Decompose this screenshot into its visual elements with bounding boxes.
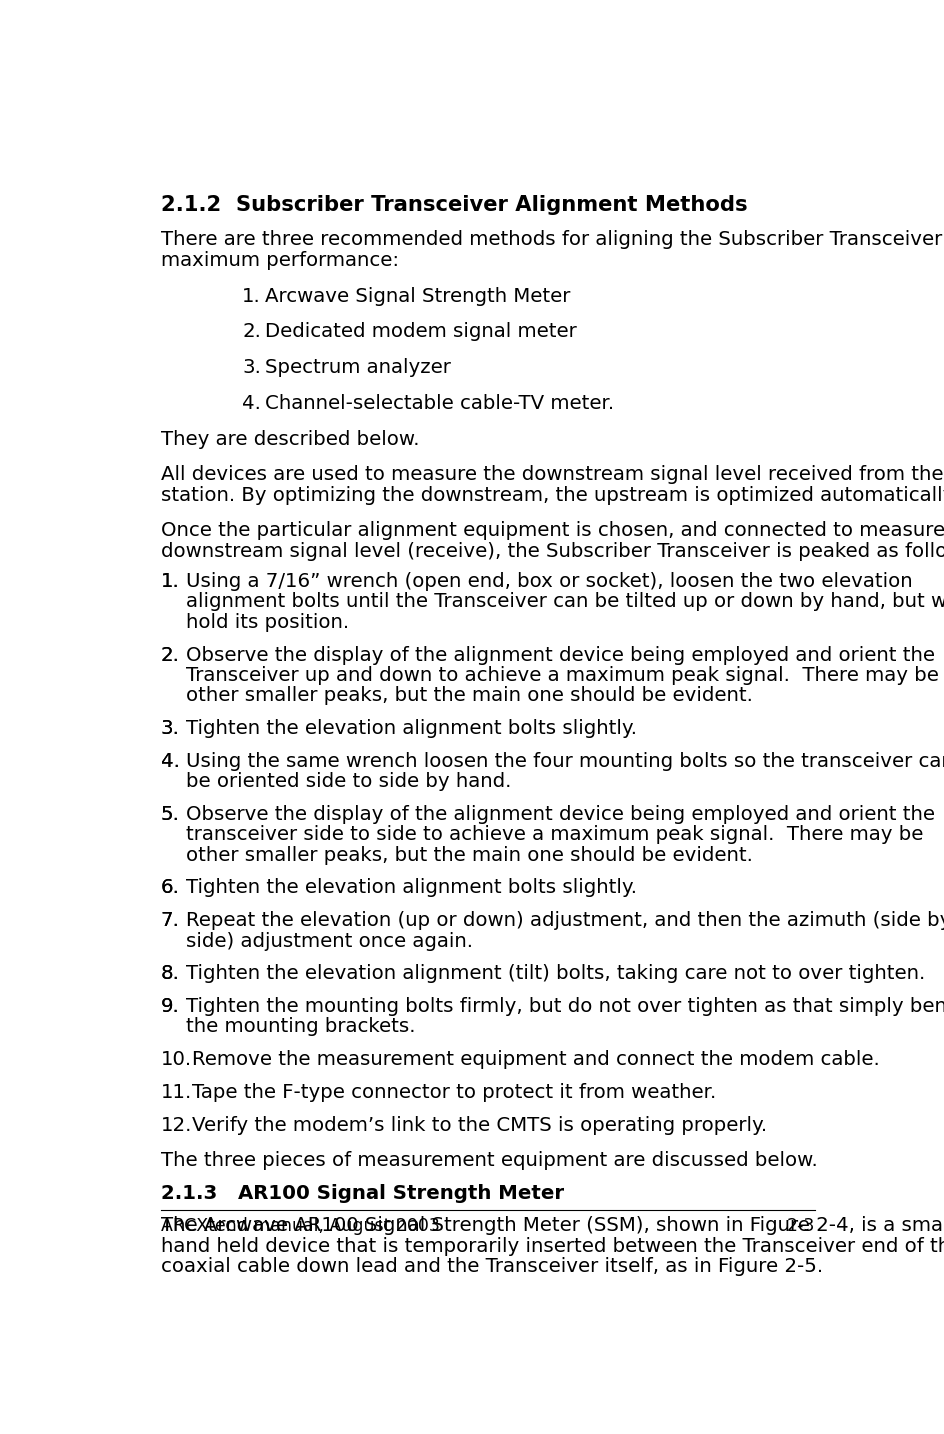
Text: 2.1.2  Subscriber Transceiver Alignment Methods: 2.1.2 Subscriber Transceiver Alignment M… [160,195,748,215]
Text: 10.: 10. [160,1050,192,1070]
Text: 2.1.3   AR100 Signal Strength Meter: 2.1.3 AR100 Signal Strength Meter [160,1184,564,1203]
Text: 4.: 4. [160,751,179,771]
Text: 3.: 3. [160,718,179,739]
Text: Dedicated modem signal meter: Dedicated modem signal meter [265,323,577,341]
Text: 2.: 2. [242,323,261,341]
Text: other smaller peaks, but the main one should be evident.: other smaller peaks, but the main one sh… [186,846,753,865]
Text: The three pieces of measurement equipment are discussed below.: The three pieces of measurement equipmen… [160,1152,818,1170]
Text: 12.: 12. [160,1116,192,1134]
Text: transceiver side to side to achieve a maximum peak signal.  There may be: transceiver side to side to achieve a ma… [186,826,923,845]
Text: maximum performance:: maximum performance: [160,251,398,270]
Text: station. By optimizing the downstream, the upstream is optimized automatically.: station. By optimizing the downstream, t… [160,486,944,505]
Text: alignment bolts until the Transceiver can be tilted up or down by hand, but will: alignment bolts until the Transceiver ca… [186,592,944,611]
Text: Verify the modem’s link to the CMTS is operating properly.: Verify the modem’s link to the CMTS is o… [193,1116,767,1134]
Text: 1.: 1. [160,572,179,591]
Text: 7.: 7. [160,911,179,931]
Text: 4.: 4. [160,751,179,771]
Text: 6.: 6. [160,879,179,898]
Text: Spectrum analyzer: Spectrum analyzer [265,358,451,377]
Text: be oriented side to side by hand.: be oriented side to side by hand. [186,773,512,792]
Text: Using the same wrench loosen the four mounting bolts so the transceiver can: Using the same wrench loosen the four mo… [186,751,944,771]
Text: Tape the F-type connector to protect it from weather.: Tape the F-type connector to protect it … [193,1083,716,1101]
Text: Transceiver up and down to achieve a maximum peak signal.  There may be: Transceiver up and down to achieve a max… [186,665,939,685]
Text: There are three recommended methods for aligning the Subscriber Transceiver for: There are three recommended methods for … [160,231,944,250]
Text: other smaller peaks, but the main one should be evident.: other smaller peaks, but the main one sh… [186,687,753,706]
Text: 4.: 4. [242,394,261,413]
Text: 5.: 5. [160,804,179,825]
Text: 3.: 3. [242,358,261,377]
Text: All devices are used to measure the downstream signal level received from the ba: All devices are used to measure the down… [160,465,944,485]
Text: Using a 7/16” wrench (open end, box or socket), loosen the two elevation: Using a 7/16” wrench (open end, box or s… [186,572,913,591]
Text: hold its position.: hold its position. [186,612,349,632]
Text: hand held device that is temporarily inserted between the Transceiver end of the: hand held device that is temporarily ins… [160,1236,944,1256]
Text: Tighten the mounting bolts firmly, but do not over tighten as that simply bends: Tighten the mounting bolts firmly, but d… [186,997,944,1017]
Text: 9.: 9. [160,997,179,1017]
Text: the mounting brackets.: the mounting brackets. [186,1018,415,1037]
Text: 2.: 2. [160,645,179,664]
Text: Once the particular alignment equipment is chosen, and connected to measure the: Once the particular alignment equipment … [160,522,944,541]
Text: 1.: 1. [242,287,261,305]
Text: 6.: 6. [160,879,179,898]
Text: 8.: 8. [160,964,179,984]
Text: Observe the display of the alignment device being employed and orient the: Observe the display of the alignment dev… [186,804,936,825]
Text: Arcwave Signal Strength Meter: Arcwave Signal Strength Meter [265,287,570,305]
Text: Channel-selectable cable-TV meter.: Channel-selectable cable-TV meter. [265,394,615,413]
Text: Tighten the elevation alignment bolts slightly.: Tighten the elevation alignment bolts sl… [186,879,637,898]
Text: 2.: 2. [160,645,179,664]
Text: 2-3: 2-3 [786,1217,815,1235]
Text: The Arcwave AR100 Signal Strength Meter (SSM), shown in Figure 2-4, is a small: The Arcwave AR100 Signal Strength Meter … [160,1216,944,1235]
Text: 9.: 9. [160,997,179,1017]
Text: They are described below.: They are described below. [160,430,419,449]
Text: ARCXtend manual, August 2003: ARCXtend manual, August 2003 [160,1217,440,1235]
Text: 3.: 3. [160,718,179,739]
Text: coaxial cable down lead and the Transceiver itself, as in Figure 2-5.: coaxial cable down lead and the Transcei… [160,1258,823,1276]
Text: Observe the display of the alignment device being employed and orient the: Observe the display of the alignment dev… [186,645,936,664]
Text: Repeat the elevation (up or down) adjustment, and then the azimuth (side by: Repeat the elevation (up or down) adjust… [186,911,944,931]
Text: side) adjustment once again.: side) adjustment once again. [186,932,473,951]
Text: 7.: 7. [160,911,179,931]
Text: 5.: 5. [160,804,179,825]
Text: 11.: 11. [160,1083,192,1101]
Text: 8.: 8. [160,964,179,984]
Text: Tighten the elevation alignment (tilt) bolts, taking care not to over tighten.: Tighten the elevation alignment (tilt) b… [186,964,925,984]
Text: Tighten the elevation alignment bolts slightly.: Tighten the elevation alignment bolts sl… [186,718,637,739]
Text: 1.: 1. [160,572,179,591]
Text: downstream signal level (receive), the Subscriber Transceiver is peaked as follo: downstream signal level (receive), the S… [160,542,944,561]
Text: Remove the measurement equipment and connect the modem cable.: Remove the measurement equipment and con… [193,1050,880,1070]
